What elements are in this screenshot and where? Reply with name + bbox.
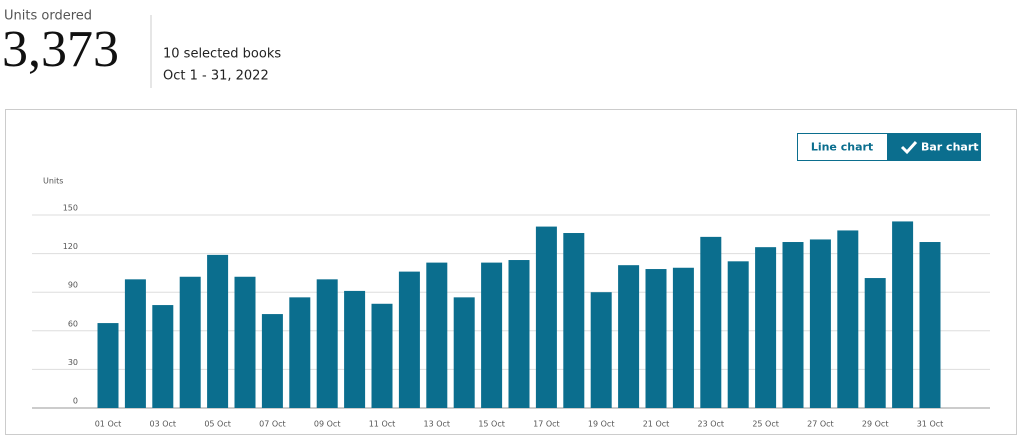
x-tick-label: 03 Oct bbox=[150, 420, 177, 429]
bar bbox=[124, 279, 146, 408]
selection: 10 selected books bbox=[163, 47, 281, 62]
bar bbox=[535, 226, 557, 408]
bar bbox=[398, 271, 420, 408]
x-tick-label: 23 Oct bbox=[698, 420, 725, 429]
y-tick-label: 150 bbox=[63, 204, 78, 213]
x-tick-label: 29 Oct bbox=[862, 420, 889, 429]
y-tick-label: 90 bbox=[68, 281, 78, 290]
bar bbox=[837, 230, 859, 408]
bar bbox=[645, 269, 667, 408]
bar bbox=[316, 279, 338, 408]
y-tick-label: 120 bbox=[63, 242, 78, 251]
plot: 0 30 60 90 120 150 01 Oct 03 Oct 05 Oct 07 Oct 09 … bbox=[32, 204, 990, 429]
bar bbox=[809, 239, 831, 408]
y-tick-label: 60 bbox=[68, 319, 78, 328]
bar bbox=[672, 267, 694, 408]
bar bbox=[207, 254, 229, 408]
x-tick-label: 07 Oct bbox=[259, 420, 286, 429]
bar bbox=[782, 242, 804, 408]
y-axis-label: Units bbox=[43, 177, 63, 186]
x-tick-label: 13 Oct bbox=[424, 420, 451, 429]
bar bbox=[563, 233, 585, 408]
toggle-button[interactable]: Bar chart bbox=[887, 133, 981, 161]
x-tick-label: 27 Oct bbox=[807, 420, 834, 429]
bar bbox=[152, 305, 174, 408]
button-label: Line chart bbox=[811, 141, 873, 154]
bar bbox=[289, 297, 311, 408]
metric-label: Units ordered bbox=[4, 9, 92, 24]
bar bbox=[864, 278, 886, 408]
toggle-button[interactable]: Line chart bbox=[797, 133, 888, 161]
button-label: Bar chart bbox=[921, 141, 979, 154]
y-tick-label: 30 bbox=[68, 358, 78, 367]
bar bbox=[344, 290, 366, 408]
x-tick-label: 17 Oct bbox=[533, 420, 560, 429]
bar bbox=[590, 292, 612, 408]
bar bbox=[426, 262, 448, 408]
x-tick-label: 05 Oct bbox=[204, 420, 231, 429]
bar bbox=[508, 260, 530, 408]
bar bbox=[179, 276, 201, 408]
x-tick-label: 11 Oct bbox=[369, 420, 396, 429]
bar bbox=[371, 303, 393, 408]
y-tick-label: 0 bbox=[73, 397, 78, 406]
metric-total: 3,373 bbox=[2, 21, 119, 78]
bar bbox=[755, 247, 777, 408]
x-tick-label: 15 Oct bbox=[478, 420, 505, 429]
bar bbox=[481, 262, 503, 408]
x-tick-label: 19 Oct bbox=[588, 420, 615, 429]
date-range: Oct 1 - 31, 2022 bbox=[163, 69, 269, 84]
check-icon bbox=[900, 140, 918, 155]
bar bbox=[618, 265, 640, 408]
bar bbox=[700, 236, 722, 408]
x-tick-label: 09 Oct bbox=[314, 420, 341, 429]
x-tick-label: 21 Oct bbox=[643, 420, 670, 429]
bar bbox=[919, 242, 941, 408]
bar bbox=[234, 276, 256, 408]
bar bbox=[727, 261, 749, 408]
bar bbox=[892, 221, 914, 408]
bar bbox=[453, 297, 475, 408]
bar bbox=[97, 323, 119, 408]
x-tick-label: 01 Oct bbox=[95, 420, 122, 429]
chart-toggle: Line chart Bar chart bbox=[797, 133, 981, 161]
button-bg bbox=[797, 133, 888, 161]
x-tick-label: 25 Oct bbox=[752, 420, 779, 429]
x-tick-label: 31 Oct bbox=[917, 420, 944, 429]
bar bbox=[261, 314, 283, 408]
